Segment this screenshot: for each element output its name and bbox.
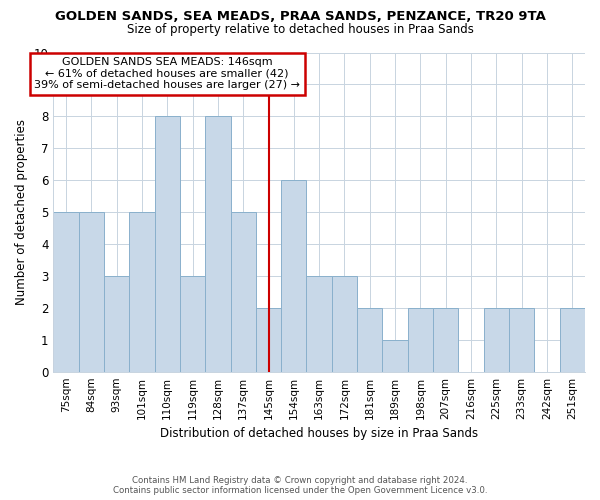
Bar <box>79 212 104 372</box>
Bar <box>433 308 458 372</box>
Bar <box>484 308 509 372</box>
Bar <box>332 276 357 372</box>
Bar <box>408 308 433 372</box>
Bar <box>230 212 256 372</box>
Bar <box>307 276 332 372</box>
Bar <box>104 276 129 372</box>
Text: GOLDEN SANDS SEA MEADS: 146sqm
← 61% of detached houses are smaller (42)
39% of : GOLDEN SANDS SEA MEADS: 146sqm ← 61% of … <box>34 58 300 90</box>
Bar <box>155 116 180 372</box>
Text: GOLDEN SANDS, SEA MEADS, PRAA SANDS, PENZANCE, TR20 9TA: GOLDEN SANDS, SEA MEADS, PRAA SANDS, PEN… <box>55 10 545 23</box>
Bar <box>357 308 382 372</box>
X-axis label: Distribution of detached houses by size in Praa Sands: Distribution of detached houses by size … <box>160 427 478 440</box>
Bar <box>382 340 408 372</box>
Bar <box>560 308 585 372</box>
Text: Size of property relative to detached houses in Praa Sands: Size of property relative to detached ho… <box>127 22 473 36</box>
Bar <box>256 308 281 372</box>
Text: Contains HM Land Registry data © Crown copyright and database right 2024.
Contai: Contains HM Land Registry data © Crown c… <box>113 476 487 495</box>
Bar <box>281 180 307 372</box>
Y-axis label: Number of detached properties: Number of detached properties <box>15 119 28 305</box>
Bar <box>180 276 205 372</box>
Bar <box>53 212 79 372</box>
Bar <box>509 308 535 372</box>
Bar <box>129 212 155 372</box>
Bar <box>205 116 230 372</box>
